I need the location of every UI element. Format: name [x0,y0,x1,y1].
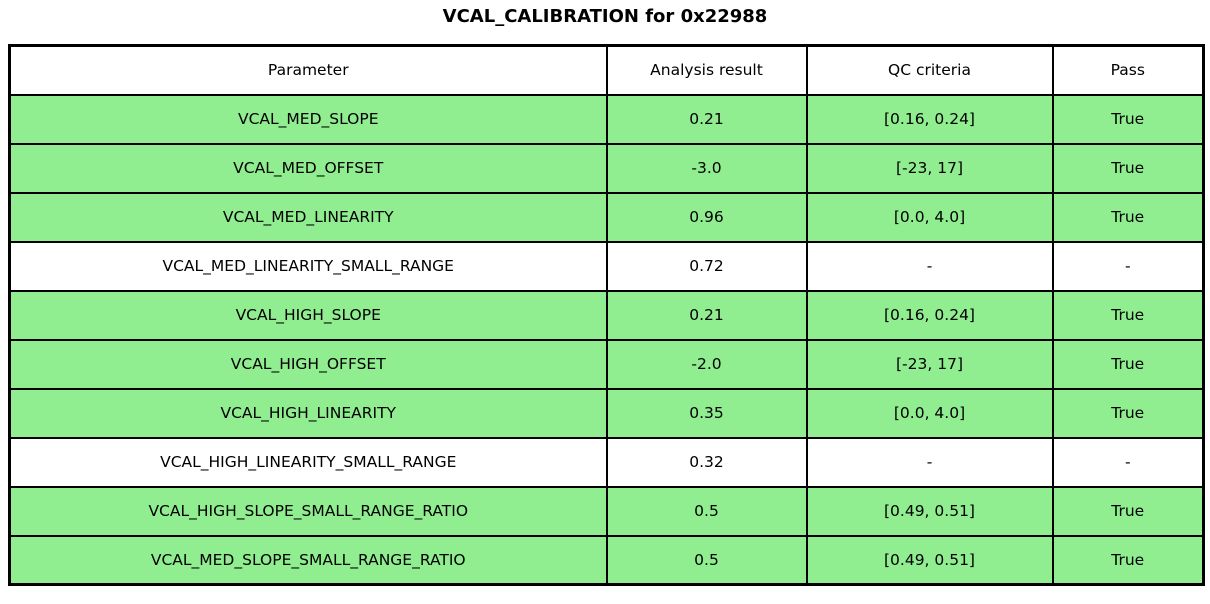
qc-criteria-cell: [0.0, 4.0] [805,387,1054,439]
parameter-cell: VCAL_HIGH_LINEARITY_SMALL_RANGE [8,436,608,488]
pass-cell: True [1051,485,1205,537]
page-title: VCAL_CALIBRATION for 0x22988 [442,6,768,27]
table-row: VCAL_HIGH_SLOPE 0.21 [0.16, 0.24] True [8,289,1205,341]
analysis-result-cell: 0.72 [605,240,808,292]
header-analysis-result: Analysis result [605,44,808,96]
pass-cell: True [1051,387,1205,439]
parameter-cell: VCAL_HIGH_LINEARITY [8,387,608,439]
header-parameter: Parameter [8,44,608,96]
table-row: VCAL_HIGH_OFFSET -2.0 [-23, 17] True [8,338,1205,390]
analysis-result-cell: 0.21 [605,289,808,341]
pass-cell: - [1051,436,1205,488]
pass-cell: True [1051,289,1205,341]
table-header: Parameter Analysis result QC criteria Pa… [8,44,1205,96]
parameter-cell: VCAL_MED_SLOPE [8,93,608,145]
analysis-result-cell: 0.5 [605,534,808,586]
qc-criteria-cell: - [805,436,1054,488]
qc-criteria-cell: [-23, 17] [805,142,1054,194]
table-row: VCAL_MED_LINEARITY 0.96 [0.0, 4.0] True [8,191,1205,243]
table-row: VCAL_MED_SLOPE 0.21 [0.16, 0.24] True [8,93,1205,145]
pass-cell: - [1051,240,1205,292]
parameter-cell: VCAL_HIGH_SLOPE_SMALL_RANGE_RATIO [8,485,608,537]
analysis-result-cell: 0.96 [605,191,808,243]
table-row: VCAL_MED_LINEARITY_SMALL_RANGE 0.72- - [8,240,1205,292]
header-qc-criteria: QC criteria [805,44,1054,96]
analysis-result-cell: 0.32 [605,436,808,488]
pass-cell: True [1051,142,1205,194]
qc-criteria-cell: [0.16, 0.24] [805,289,1054,341]
qc-criteria-cell: - [805,240,1054,292]
qc-criteria-cell: [0.49, 0.51] [805,485,1054,537]
pass-cell: True [1051,191,1205,243]
parameter-cell: VCAL_MED_LINEARITY [8,191,608,243]
analysis-result-cell: -3.0 [605,142,808,194]
table-row: VCAL_HIGH_LINEARITY_SMALL_RANGE 0.32- - [8,436,1205,488]
parameter-cell: VCAL_HIGH_OFFSET [8,338,608,390]
qc-criteria-cell: [-23, 17] [805,338,1054,390]
qc-criteria-cell: [0.16, 0.24] [805,93,1054,145]
pass-cell: True [1051,93,1205,145]
table-row: VCAL_MED_OFFSET -3.0 [-23, 17] True [8,142,1205,194]
analysis-result-cell: 0.21 [605,93,808,145]
parameter-cell: VCAL_MED_SLOPE_SMALL_RANGE_RATIO [8,534,608,586]
header-row: Parameter Analysis result QC criteria Pa… [8,44,1205,96]
pass-cell: True [1051,338,1205,390]
parameter-cell: VCAL_HIGH_SLOPE [8,289,608,341]
analysis-result-cell: 0.5 [605,485,808,537]
analysis-result-cell: -2.0 [605,338,808,390]
pass-cell: True [1051,534,1205,586]
qc-criteria-cell: [0.49, 0.51] [805,534,1054,586]
table-row: VCAL_HIGH_SLOPE_SMALL_RANGE_RATIO 0.5 [0.4… [8,485,1205,537]
table-row: VCAL_HIGH_LINEARITY 0.35 [0.0, 4.0] True [8,387,1205,439]
analysis-result-cell: 0.35 [605,387,808,439]
table-body: VCAL_MED_SLOPE 0.21 [0.16, 0.24] True VCAL_M… [8,93,1205,586]
qc-criteria-cell: [0.0, 4.0] [805,191,1054,243]
table-row: VCAL_MED_SLOPE_SMALL_RANGE_RATIO 0.5 [0.49… [8,534,1205,586]
header-pass: Pass [1051,44,1205,96]
parameter-cell: VCAL_MED_LINEARITY_SMALL_RANGE [8,240,608,292]
qc-results-table: Parameter Analysis result QC criteria Pa… [8,44,1205,586]
parameter-cell: VCAL_MED_OFFSET [8,142,608,194]
